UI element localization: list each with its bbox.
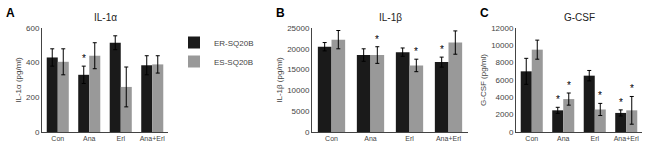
svg-text:8000: 8000	[496, 58, 514, 67]
svg-text:*: *	[619, 97, 623, 108]
svg-text:4000: 4000	[496, 93, 514, 102]
svg-text:Ana+Erl: Ana+Erl	[140, 135, 166, 142]
svg-text:Con: Con	[325, 135, 338, 142]
svg-text:Ana: Ana	[364, 135, 377, 142]
svg-text:*: *	[556, 94, 560, 105]
svg-text:*: *	[440, 44, 444, 55]
svg-text:G-CSF: G-CSF	[564, 12, 595, 23]
svg-text:200: 200	[26, 93, 40, 102]
svg-text:G-CSF (pg/ml): G-CSF (pg/ml)	[479, 54, 488, 106]
svg-text:Con: Con	[525, 135, 538, 142]
svg-text:0: 0	[509, 128, 514, 137]
svg-text:15000: 15000	[287, 65, 310, 74]
svg-text:Con: Con	[51, 135, 64, 142]
svg-text:IL-1β (pg/ml): IL-1β (pg/ml)	[275, 57, 284, 103]
svg-text:20000: 20000	[287, 45, 310, 54]
svg-text:10000: 10000	[491, 41, 514, 50]
svg-text:*: *	[414, 46, 418, 57]
svg-text:25000: 25000	[287, 24, 310, 33]
svg-text:IL-1β: IL-1β	[379, 12, 402, 23]
svg-text:Erl: Erl	[116, 135, 125, 142]
svg-text:2000: 2000	[496, 110, 514, 119]
svg-text:*: *	[630, 83, 634, 94]
svg-text:*: *	[567, 80, 571, 91]
svg-text:ES-SQ20B: ES-SQ20B	[214, 58, 253, 67]
svg-text:*: *	[82, 53, 86, 64]
svg-text:12000: 12000	[491, 24, 514, 33]
svg-text:Erl: Erl	[405, 135, 414, 142]
svg-text:Ana: Ana	[557, 135, 570, 142]
svg-text:IL-1α: IL-1α	[94, 12, 117, 23]
svg-text:10000: 10000	[287, 86, 310, 95]
svg-text:0: 0	[35, 128, 40, 137]
svg-text:B: B	[276, 6, 285, 20]
svg-text:C: C	[480, 6, 489, 20]
svg-text:5000: 5000	[292, 107, 310, 116]
svg-text:Ana+Erl: Ana+Erl	[436, 135, 462, 142]
svg-text:A: A	[6, 6, 15, 20]
svg-text:*: *	[598, 90, 602, 101]
svg-text:Ana+Erl: Ana+Erl	[614, 135, 640, 142]
svg-text:IL-1α (pg/ml): IL-1α (pg/ml)	[14, 57, 23, 103]
svg-text:6000: 6000	[496, 76, 514, 85]
svg-text:ER-SQ20B: ER-SQ20B	[214, 39, 254, 48]
svg-text:*: *	[375, 34, 379, 45]
svg-text:Ana: Ana	[83, 135, 96, 142]
svg-text:400: 400	[26, 58, 40, 67]
svg-text:0: 0	[305, 128, 310, 137]
svg-text:Erl: Erl	[590, 135, 599, 142]
svg-text:600: 600	[26, 24, 40, 33]
